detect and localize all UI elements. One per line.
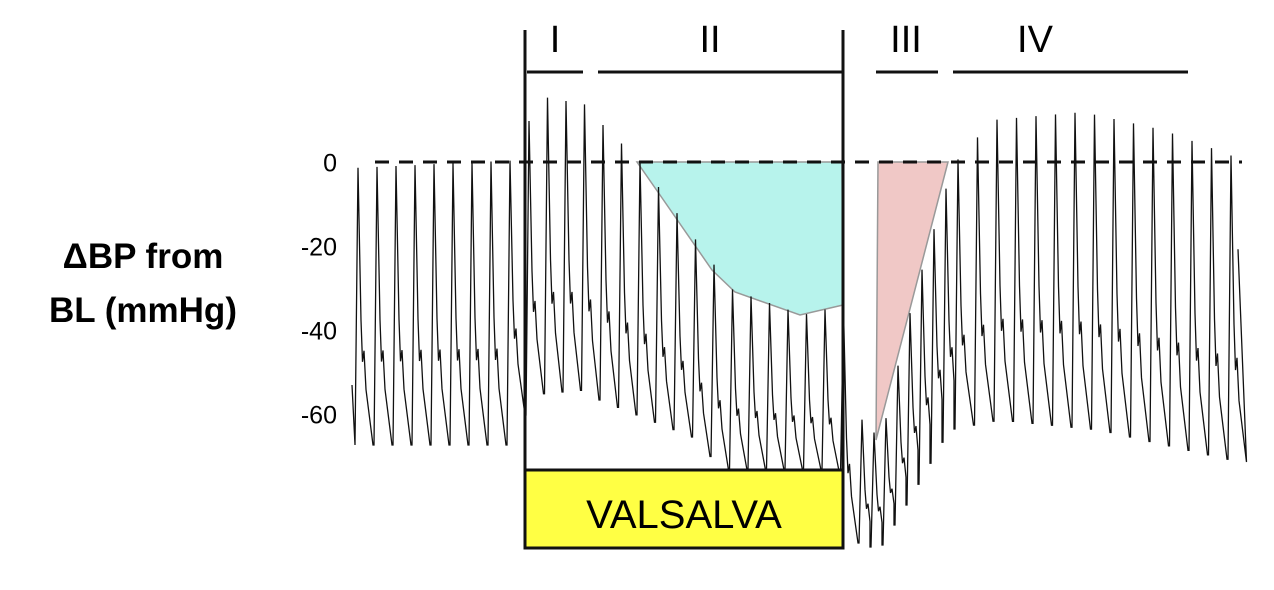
phase-label: I (550, 19, 561, 61)
y-tick-label: 0 (323, 150, 337, 178)
y-tick-label: -20 (301, 234, 337, 262)
phase3-area (875, 161, 949, 441)
axis-label: ΔBP from (63, 237, 224, 276)
phase-label: III (890, 19, 922, 61)
y-tick-label: -40 (301, 318, 337, 346)
phase-label: IV (1017, 19, 1054, 61)
phase2-area (635, 161, 844, 316)
axis-label: BL (mmHg) (49, 291, 237, 330)
y-tick-label: -60 (301, 402, 337, 430)
phase-label: II (699, 19, 720, 61)
maneuver-label: VALSALVA (586, 493, 782, 537)
